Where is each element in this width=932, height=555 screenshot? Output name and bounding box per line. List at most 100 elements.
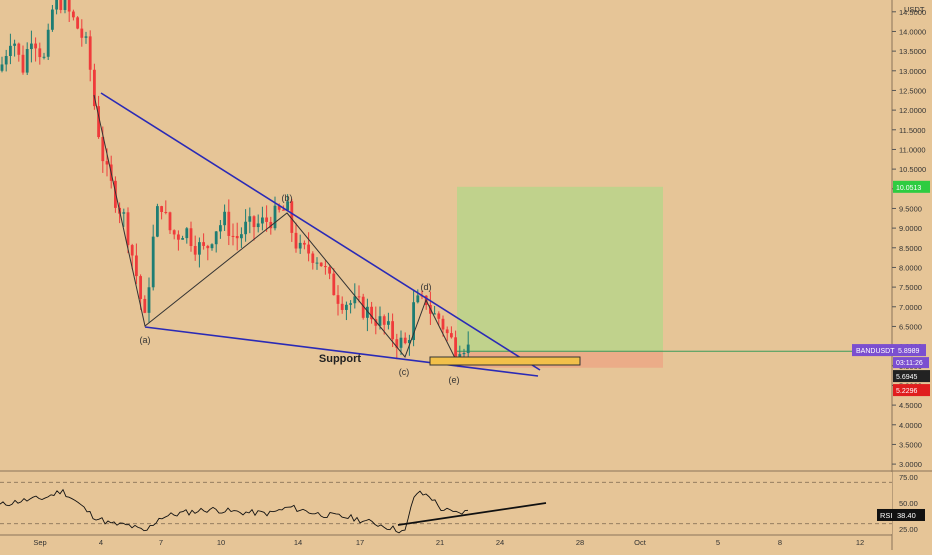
candle-body — [282, 209, 285, 211]
profit-zone[interactable] — [457, 186, 663, 352]
candle-body — [193, 246, 197, 255]
candle-body — [357, 296, 361, 298]
candle-body — [147, 287, 151, 313]
price-tick-label: 9.0000 — [899, 224, 922, 233]
upper-trendline[interactable] — [100, 92, 541, 371]
candle-body — [206, 245, 210, 249]
support-label: Support — [319, 353, 361, 365]
candle-body — [72, 11, 75, 18]
candle-body — [46, 29, 50, 57]
candle-body — [156, 206, 159, 237]
candle-body — [198, 242, 201, 255]
candle-body — [130, 245, 134, 256]
candle-body — [370, 306, 373, 320]
candle-body — [353, 296, 357, 304]
wave-label: (a) — [140, 335, 151, 345]
date-tick-label: 21 — [436, 538, 444, 547]
candle-body — [248, 216, 252, 222]
drawings[interactable]: (a) (b) (c) (d) (e) Support — [93, 92, 581, 385]
candle-body — [122, 212, 126, 214]
candle-body — [462, 353, 466, 355]
candle-body — [168, 212, 172, 231]
date-tick-label: Oct — [634, 538, 647, 547]
candle-body — [42, 56, 46, 58]
candle-body — [328, 267, 331, 274]
candle-body — [458, 354, 462, 357]
price-tick-label: 12.5000 — [899, 86, 926, 95]
price-tick-label: 10.5000 — [899, 165, 926, 174]
candle-body — [55, 0, 58, 10]
date-tick-label: 14 — [294, 538, 302, 547]
candle-body — [273, 205, 277, 229]
candle-body — [30, 43, 33, 50]
last-price-badge: BANDUSDT 5.8989 — [852, 344, 926, 357]
candle-body — [172, 230, 176, 235]
rsi-tick-label: 50.00 — [899, 499, 918, 508]
candle-body — [93, 69, 96, 107]
candle-body — [361, 296, 365, 318]
price-tick-label: 11.5000 — [899, 126, 926, 135]
entry-price-badge: 5.6945 — [893, 370, 930, 383]
date-tick-label: 10 — [217, 538, 225, 547]
candle-body — [223, 211, 226, 226]
rsi-badge-label: RSI — [880, 511, 893, 520]
time-axis[interactable]: Sep 4 7 10 14 17 21 24 28 Oct 5 8 12 — [33, 538, 864, 547]
axis-background — [892, 0, 932, 550]
candle-body — [277, 205, 281, 210]
candle-body — [214, 231, 218, 245]
candle-body — [433, 313, 436, 315]
candle-body — [437, 313, 441, 319]
candle-body — [374, 319, 378, 326]
price-tick-label: 8.0000 — [899, 263, 922, 272]
entry-value: 5.6945 — [896, 374, 918, 381]
candle-body — [126, 212, 130, 246]
candle-body — [319, 262, 323, 267]
long-position-tool[interactable] — [457, 186, 892, 368]
date-tick-label: Sep — [33, 538, 46, 547]
entry-zone-box[interactable] — [429, 356, 581, 366]
price-tick-label: 7.5000 — [899, 283, 922, 292]
price-tick-label: 11.0000 — [899, 145, 926, 154]
candle-body — [34, 43, 37, 49]
rsi-pane[interactable] — [0, 472, 892, 534]
countdown-bg — [893, 357, 929, 369]
candle-body — [324, 266, 327, 268]
date-tick-label: 24 — [496, 538, 504, 547]
wave-pattern-line[interactable] — [93, 94, 456, 359]
candle-body — [466, 344, 470, 354]
price-labels: RSI 38.40 BANDUSDT 5.8989 03:11:26 10.0513 5.6… — [852, 180, 930, 521]
price-tick-label: 4.0000 — [899, 421, 922, 430]
stop-price-badge: 5.2296 — [893, 384, 930, 397]
rsi-divergence-line[interactable] — [397, 502, 547, 526]
wave-label: (b) — [282, 193, 293, 203]
target-value: 10.0513 — [896, 185, 921, 192]
price-tick-label: 13.0000 — [899, 67, 926, 76]
candle-body — [202, 242, 205, 246]
rsi-badge-bg — [877, 508, 925, 521]
candle-body — [139, 276, 142, 299]
candle-body — [256, 223, 260, 228]
support-trendline[interactable] — [144, 326, 539, 377]
candle-body — [97, 106, 100, 138]
candle-body — [311, 253, 315, 263]
candle-body — [315, 262, 319, 264]
candle-body — [38, 48, 42, 58]
wave-label: (e) — [449, 375, 460, 385]
candle-body — [181, 238, 184, 240]
candle-body — [231, 235, 235, 237]
candle-body — [0, 64, 4, 71]
date-tick-label: 5 — [716, 538, 720, 547]
candle-body — [303, 242, 306, 245]
candle-body — [307, 244, 310, 254]
candle-body — [403, 337, 407, 344]
candle-body — [105, 161, 109, 165]
candle-body — [261, 217, 264, 224]
last-price-bg — [852, 344, 926, 357]
candle-body — [244, 221, 247, 235]
candle-body — [235, 236, 239, 239]
stop-bg — [893, 384, 930, 397]
candle-body — [189, 228, 193, 247]
target-price-badge: 10.0513 — [893, 180, 930, 193]
